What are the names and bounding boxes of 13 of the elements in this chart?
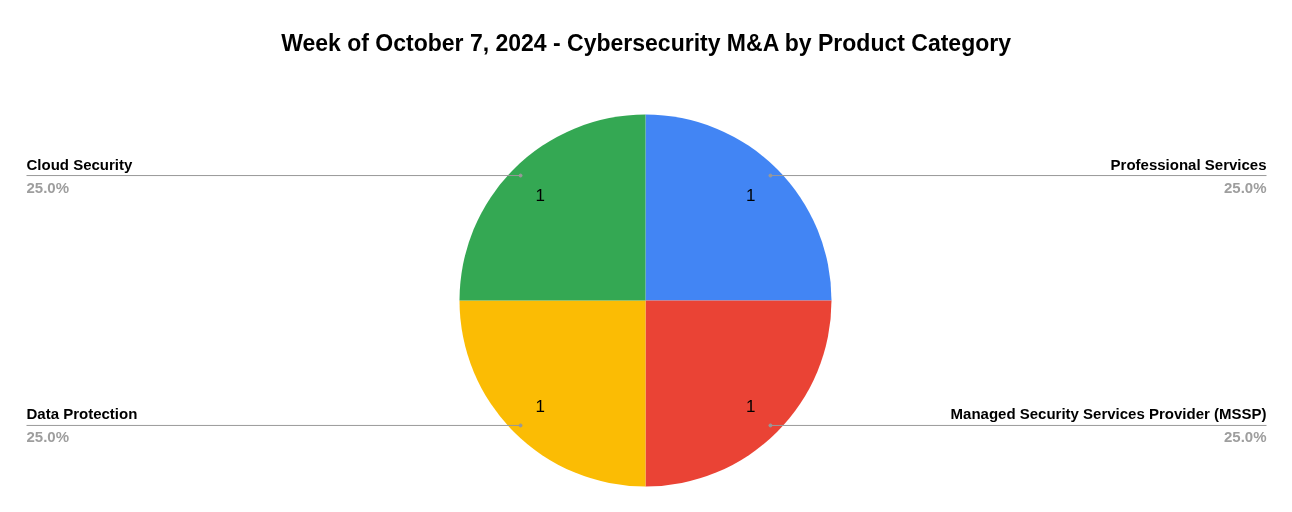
text: 1: [745, 186, 756, 206]
slice-label: Cloud Security: [26, 155, 134, 173]
text: 1: [535, 396, 546, 416]
slice-label: Managed Security Services Provider (MSSP): [950, 405, 1267, 423]
chart-title: Week of October 7, 2024 - Cybersecurity M&A by Product Category: [281, 29, 1012, 56]
data-label: 25.0%: [26, 428, 70, 446]
data-label: 25.0%: [1223, 178, 1267, 196]
text: 1: [535, 186, 546, 206]
text: 1: [745, 396, 756, 416]
slice-label: Data Protection: [26, 405, 138, 423]
slice-label: Professional Services: [1110, 155, 1267, 173]
data-label: 25.0%: [1223, 428, 1267, 446]
data-label: 25.0%: [26, 178, 70, 196]
